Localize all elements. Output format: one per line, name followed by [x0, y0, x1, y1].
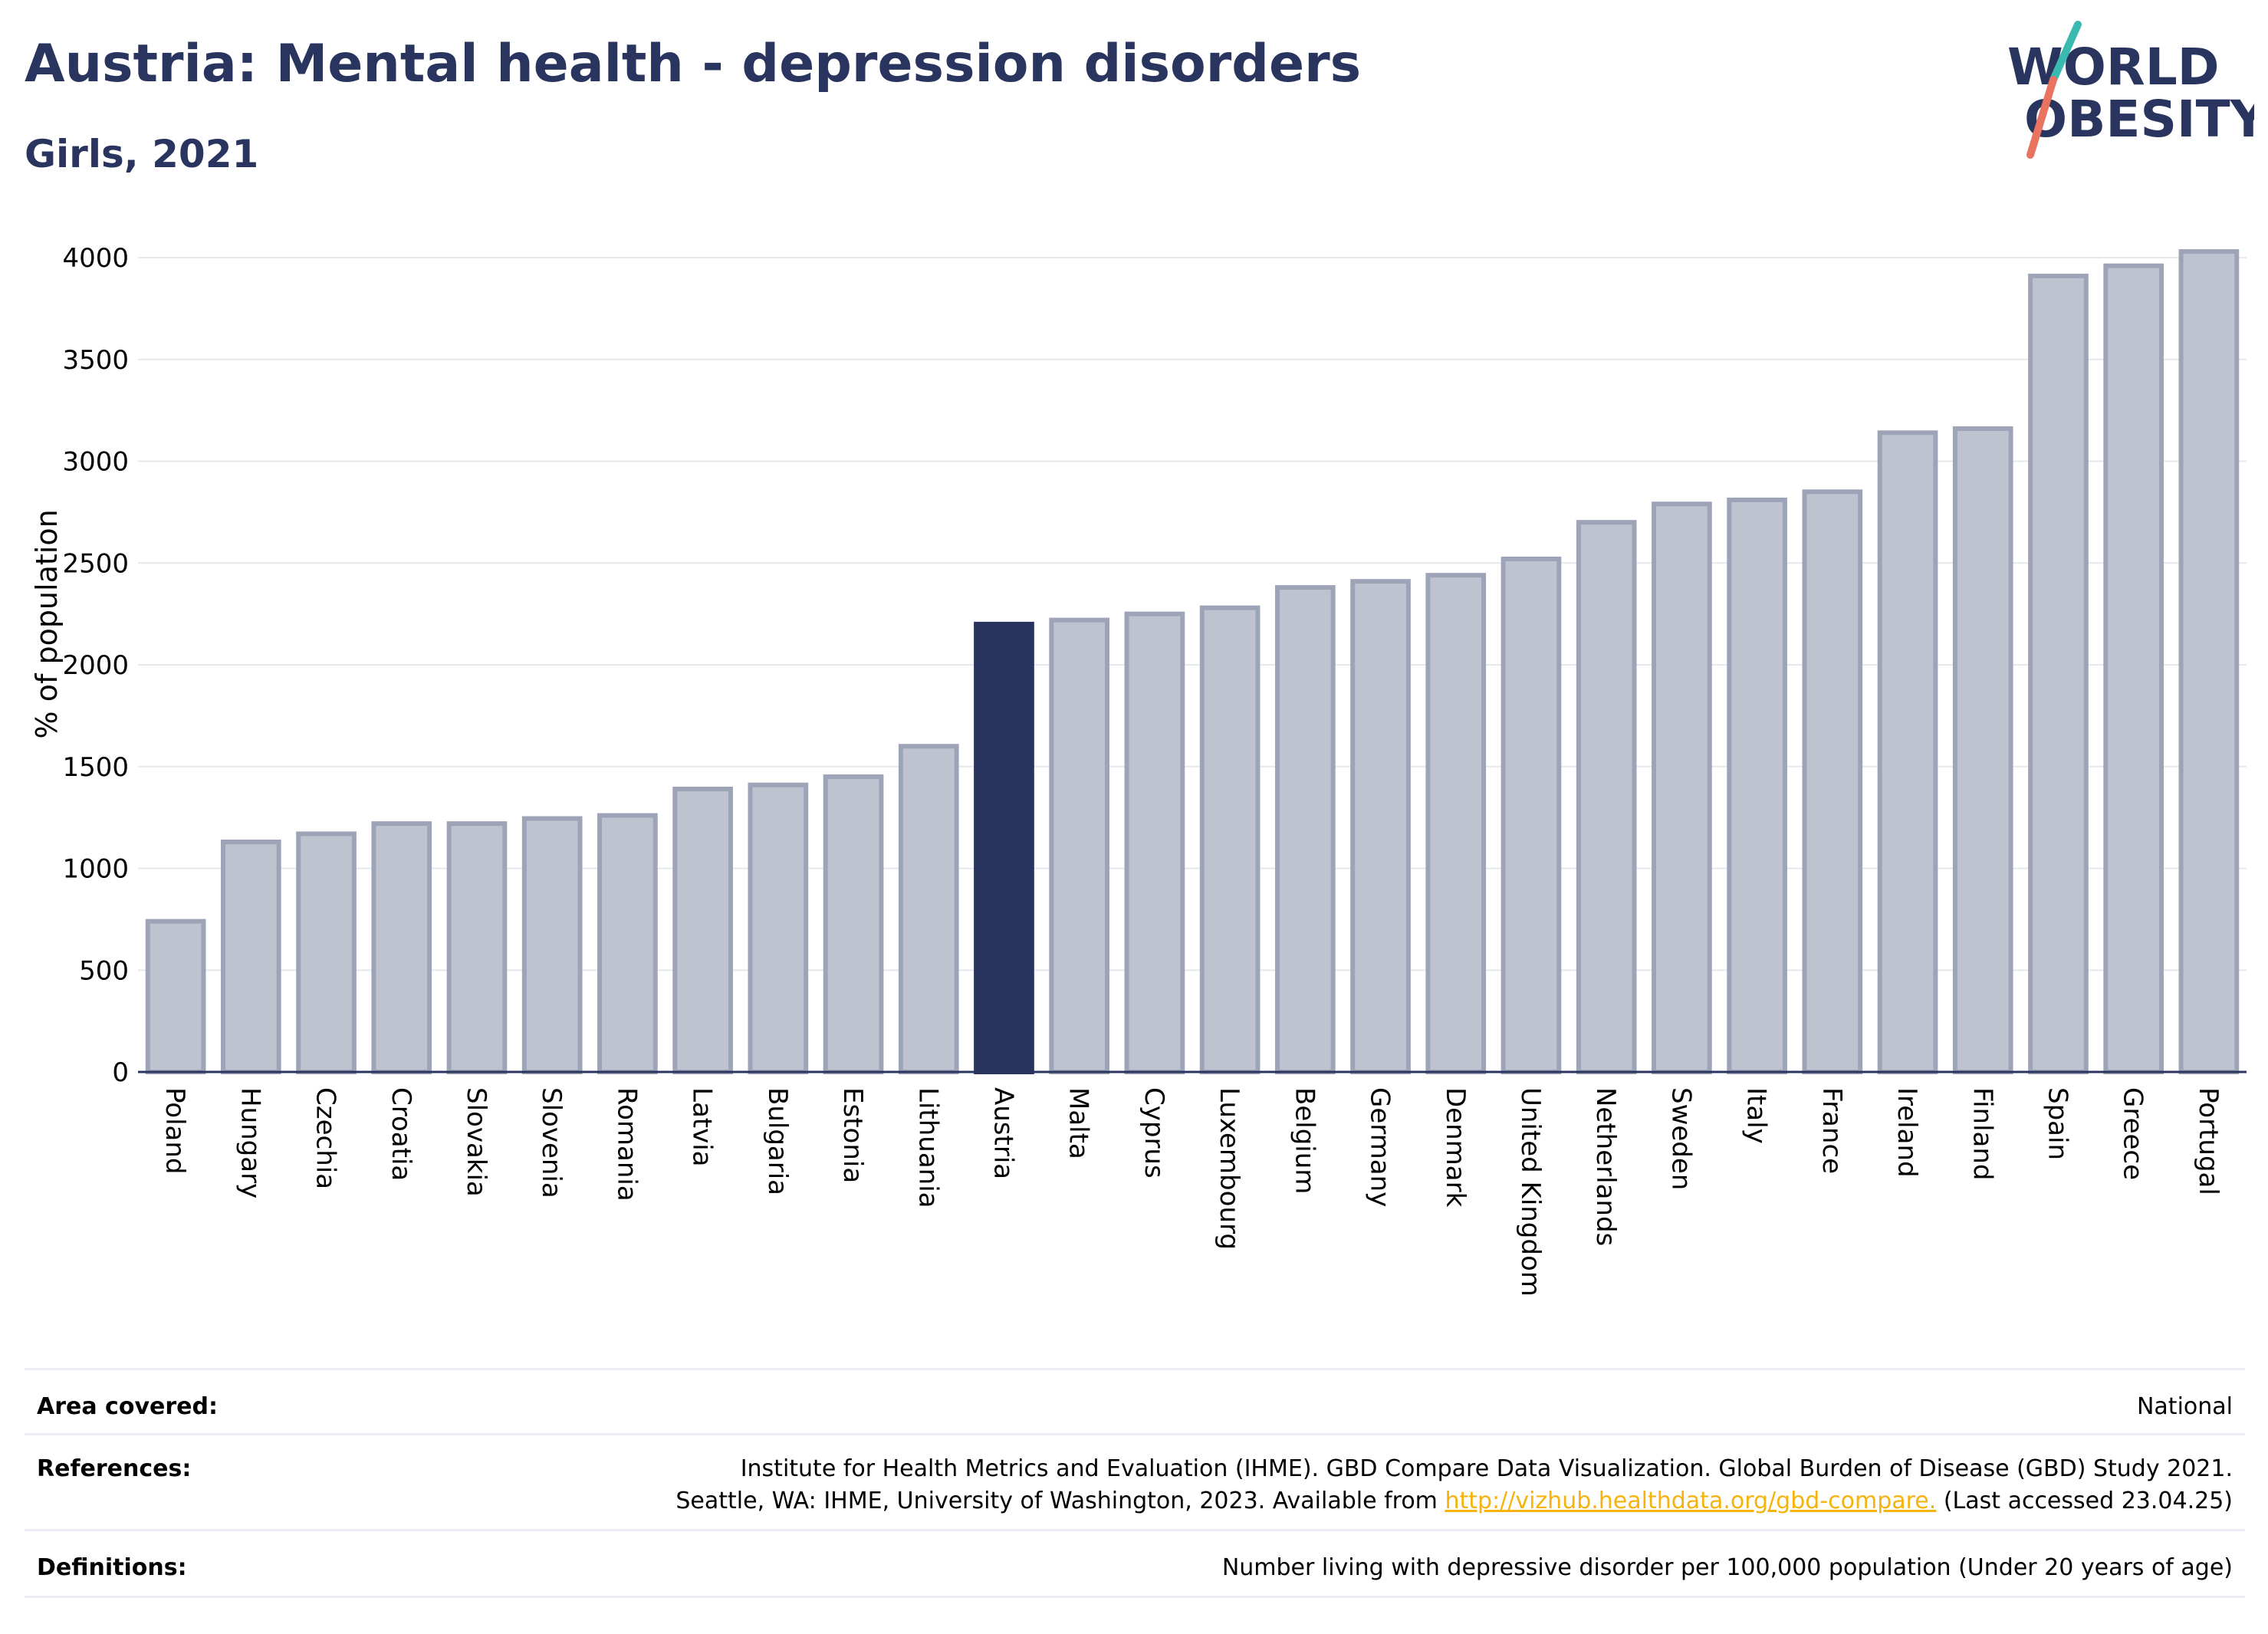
x-tick-label: Ireland: [1892, 1087, 1922, 1178]
y-axis-title: % of population: [30, 509, 64, 738]
x-tick-label: Hungary: [235, 1087, 265, 1198]
chart-title: Austria: Mental health - depression diso…: [25, 34, 1362, 94]
x-tick-label: Latvia: [687, 1087, 718, 1167]
references-label: References:: [37, 1455, 192, 1482]
bar-estonia: [823, 774, 884, 1075]
bar-greece: [2103, 263, 2164, 1074]
definitions-label: Definitions:: [37, 1554, 187, 1581]
logo-line1: WORLD: [2007, 38, 2220, 97]
x-tick-label: Estonia: [837, 1087, 868, 1183]
bar-bulgaria: [748, 782, 809, 1075]
logo-slash-coral: [2026, 76, 2057, 159]
x-tick-label: Czechia: [311, 1087, 341, 1189]
y-tick-label: 4000: [62, 243, 129, 274]
x-tick-label: Croatia: [386, 1087, 416, 1181]
x-tick-label: Belgium: [1289, 1087, 1320, 1194]
bar-france: [1802, 489, 1863, 1074]
bar-poland: [145, 919, 206, 1075]
x-tick-label: Finland: [1967, 1087, 1997, 1181]
x-tick-label: Austria: [988, 1087, 1018, 1179]
bar-spain: [2028, 273, 2089, 1074]
x-tick-label: United Kingdom: [1515, 1087, 1546, 1297]
x-tick-label: Cyprus: [1139, 1087, 1169, 1179]
x-axis-labels: Poland Hungary Czechia Croatia Slovakia Slove…: [159, 1087, 2224, 1297]
definitions-value: Number living with depressive disorder p…: [1221, 1554, 2233, 1581]
bar-portugal: [2178, 249, 2240, 1074]
bars: [145, 249, 2240, 1075]
x-tick-label: Portugal: [2193, 1087, 2224, 1195]
bar-ireland: [1877, 430, 1938, 1074]
bar-belgium: [1274, 585, 1336, 1074]
bar-luxembourg: [1199, 605, 1261, 1074]
bar-italy: [1727, 497, 1787, 1074]
chart-subtitle: Girls, 2021: [25, 132, 259, 176]
x-tick-label: Slovakia: [461, 1087, 491, 1197]
bar-chart: 0 500 1000 1500 2000 2500 3000 3500 4000 Poland H…: [30, 243, 2247, 1297]
bar-finland: [1952, 426, 2013, 1074]
info-row-definitions: Definitions: Number living with depressi…: [25, 1529, 2245, 1598]
bar-lithuania: [898, 744, 959, 1074]
bar-hungary: [220, 839, 281, 1074]
x-tick-label: Slovenia: [536, 1087, 567, 1198]
x-tick-label: Denmark: [1440, 1087, 1471, 1208]
y-axis-ticks: 0 500 1000 1500 2000 2500 3000 3500 4000: [62, 243, 129, 1088]
logo-line2: OBESITY: [2024, 90, 2254, 149]
references-line2: Seattle, WA: IHME, University of Washing…: [675, 1488, 2233, 1514]
bar-netherlands: [1576, 520, 1637, 1074]
y-tick-label: 3500: [62, 345, 129, 376]
area-label: Area covered:: [37, 1393, 218, 1420]
x-tick-label: Bulgaria: [762, 1087, 793, 1195]
info-row-area: Area covered: National: [25, 1368, 2245, 1433]
bar-cyprus: [1124, 611, 1185, 1074]
y-tick-label: 1500: [62, 752, 129, 783]
logo-slash-teal: [2049, 21, 2082, 84]
x-tick-label: Italy: [1741, 1087, 1772, 1144]
y-tick-label: 2500: [62, 548, 129, 579]
y-tick-label: 2000: [62, 650, 129, 681]
bar-sweden: [1652, 501, 1712, 1074]
y-tick-label: 0: [112, 1057, 129, 1088]
bar-romania: [597, 813, 658, 1074]
bar-austria: [974, 621, 1034, 1074]
info-row-references: References: Institute for Health Metrics…: [25, 1433, 2245, 1529]
bar-latvia: [672, 786, 733, 1074]
references-line1: Institute for Health Metrics and Evaluat…: [740, 1455, 2233, 1482]
world-obesity-logo: WORLD OBESITY: [2007, 21, 2254, 159]
references-link[interactable]: http://vizhub.healthdata.org/gbd-compare…: [1445, 1488, 1937, 1514]
y-tick-label: 500: [79, 955, 129, 986]
bar-germany: [1350, 579, 1411, 1074]
x-tick-label: Sweden: [1665, 1087, 1696, 1190]
area-value: National: [2136, 1393, 2233, 1420]
x-tick-label: Malta: [1063, 1087, 1094, 1159]
bar-slovenia: [521, 816, 583, 1074]
bar-malta: [1049, 617, 1110, 1074]
x-tick-label: Luxembourg: [1214, 1087, 1244, 1250]
x-tick-label: Netherlands: [1590, 1087, 1621, 1246]
y-tick-label: 3000: [62, 447, 129, 478]
x-tick-label: Lithuania: [912, 1087, 943, 1208]
bar-croatia: [371, 821, 432, 1074]
x-tick-label: Poland: [159, 1087, 190, 1175]
bar-denmark: [1425, 573, 1487, 1074]
y-tick-label: 1000: [62, 854, 129, 885]
x-tick-label: Germany: [1365, 1087, 1395, 1207]
info-table: Area covered: National References: Insti…: [25, 1368, 2245, 1598]
x-tick-label: France: [1816, 1087, 1847, 1174]
x-tick-label: Greece: [2118, 1087, 2148, 1180]
bar-czechia: [296, 831, 357, 1074]
bar-slovakia: [446, 821, 508, 1074]
bar-united-kingdom: [1500, 556, 1562, 1074]
x-tick-label: Romania: [611, 1087, 642, 1202]
x-tick-label: Spain: [2042, 1087, 2072, 1160]
